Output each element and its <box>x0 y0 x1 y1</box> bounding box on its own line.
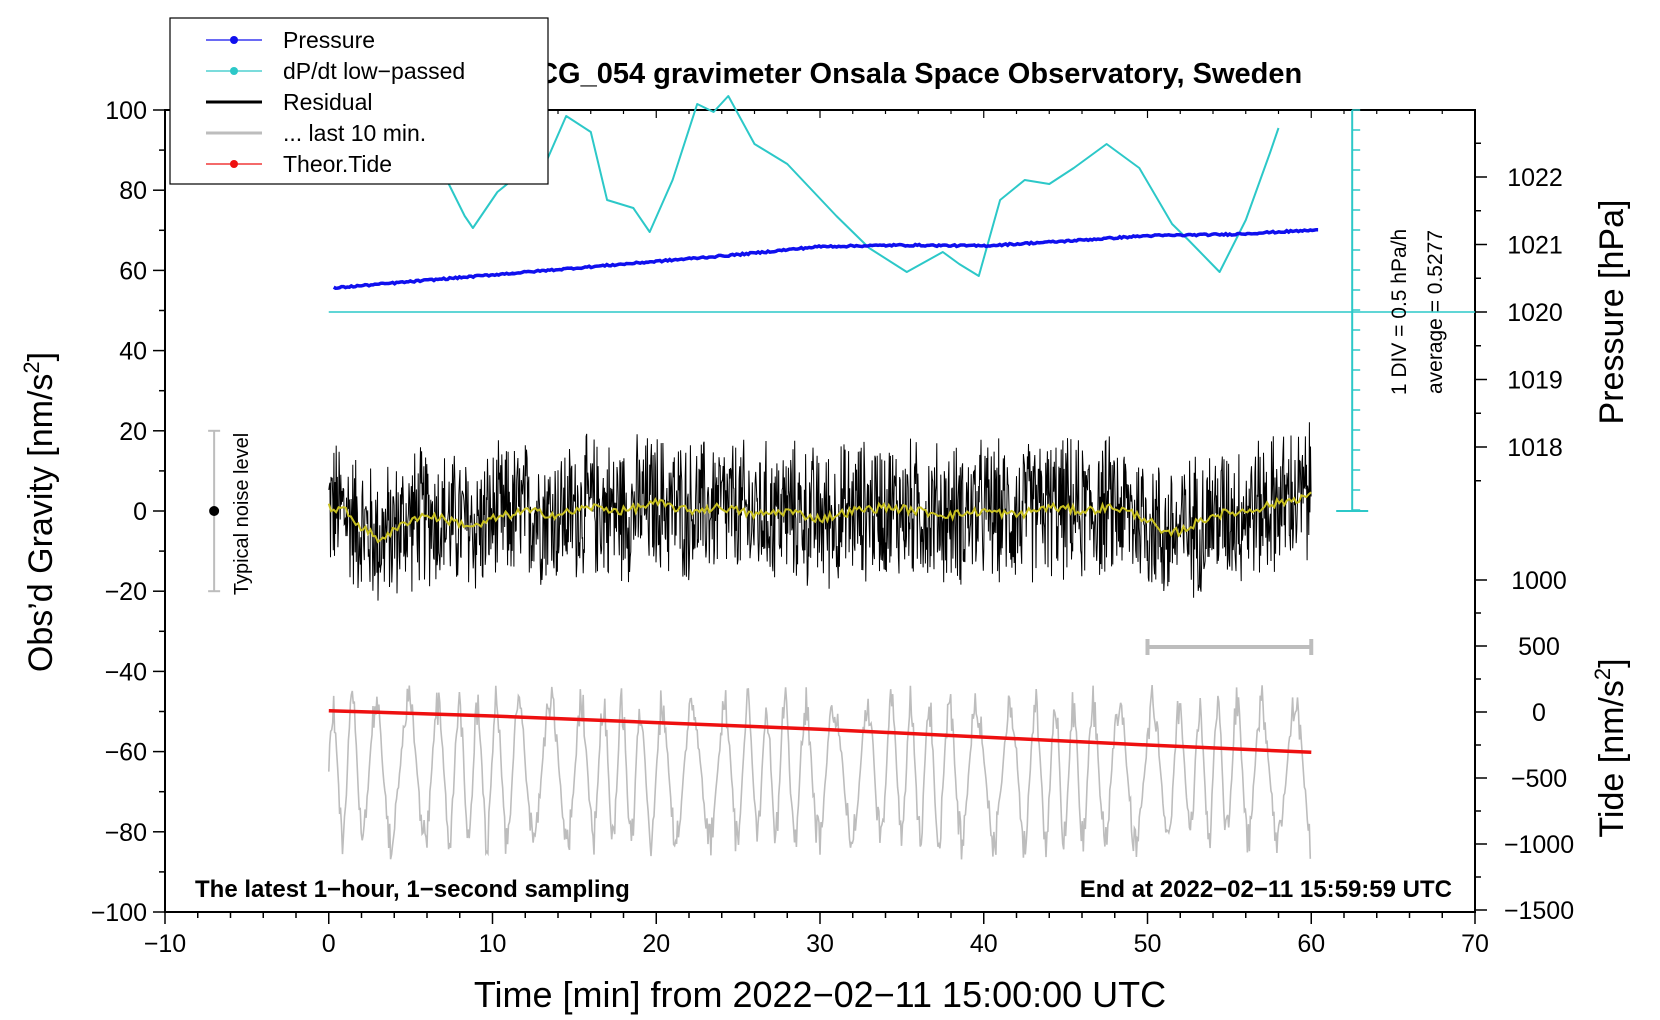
y-left-tick-label: −80 <box>105 819 147 847</box>
x-tick-label: 50 <box>1134 930 1162 958</box>
legend-label: Pressure <box>283 27 375 53</box>
legend-item: Residual <box>206 89 373 115</box>
y-left-tick-label: 100 <box>105 97 147 125</box>
tide-tick-label: −1000 <box>1504 831 1574 859</box>
pressure-tick-label: 1022 <box>1507 164 1563 192</box>
legend-label: Residual <box>283 89 373 115</box>
x-tick-label: 10 <box>479 930 507 958</box>
y-left-tick-label: 20 <box>119 418 147 446</box>
y-left-tick-label: −100 <box>91 899 147 927</box>
legend-marker <box>230 36 238 44</box>
x-tick-label: 20 <box>642 930 670 958</box>
div-scale-label: 1 DIV = 0.5 hPa/h <box>1388 229 1411 395</box>
pressure-axis-label: Pressure [hPa] <box>1593 200 1631 425</box>
last10-line <box>328 685 1312 860</box>
y-left-tick-label: 60 <box>119 257 147 285</box>
legend-marker <box>230 67 238 75</box>
y-left-axis: 100 80 60 40 20 0 −20 −40 −60 −80 −100 <box>91 97 165 927</box>
residual-line <box>328 422 1312 601</box>
pressure-axis: 1022 1021 1020 1019 1018 <box>1475 142 1563 482</box>
tide-tick-label: 500 <box>1518 633 1560 661</box>
tide-tick-label: 1000 <box>1511 567 1567 595</box>
bottom-left-note: The latest 1−hour, 1−second sampling <box>195 876 630 903</box>
legend-item: dP/dt low−passed <box>206 58 465 84</box>
x-tick-label: 40 <box>970 930 998 958</box>
y-left-tick-label: 40 <box>119 338 147 366</box>
chart-title: SCG_054 gravimeter Onsala Space Observat… <box>518 58 1302 90</box>
y-left-tick-label: −40 <box>105 658 147 686</box>
y-left-tick-label: 0 <box>133 498 147 526</box>
x-tick-label: 30 <box>806 930 834 958</box>
noise-level-label: Typical noise level <box>231 433 253 595</box>
bottom-right-note: End at 2022−02−11 15:59:59 UTC <box>1080 876 1452 903</box>
x-tick-label: −10 <box>144 930 186 958</box>
y-left-tick-label: −20 <box>105 578 147 606</box>
y-left-axis-label: Obs’d Gravity [nm/s2] <box>19 352 60 672</box>
tide-tick-label: 0 <box>1532 699 1546 727</box>
legend-label: dP/dt low−passed <box>283 58 465 84</box>
legend-item: ... last 10 min. <box>206 120 426 146</box>
legend-label: Theor.Tide <box>283 151 392 177</box>
y-left-label-sup: 2 <box>19 361 44 373</box>
x-tick-label: 0 <box>322 930 336 958</box>
pressure-tick-label: 1021 <box>1507 232 1563 260</box>
residual-filtered-line <box>327 491 1312 544</box>
pressure-tick-label: 1020 <box>1507 299 1563 327</box>
legend-item: Pressure <box>206 27 375 53</box>
noise-level-indicator <box>208 429 221 593</box>
dpdt-line <box>360 95 1280 277</box>
pressure-tick-label: 1018 <box>1507 434 1563 462</box>
tide-label-main: Tide [nm/s <box>1593 680 1631 837</box>
y-left-tick-label: −60 <box>105 739 147 767</box>
y-left-label-main: Obs’d Gravity [nm/s <box>22 374 60 673</box>
y-left-tick-label: 80 <box>119 177 147 205</box>
pressure-line <box>332 227 1319 290</box>
pressure-tick-label: 1019 <box>1507 367 1563 395</box>
average-label: average = 0.5277 <box>1424 230 1447 394</box>
tide-tick-label: −1500 <box>1504 897 1574 925</box>
x-tick-label: 60 <box>1297 930 1325 958</box>
tide-label-sup: 2 <box>1590 668 1615 680</box>
legend-label: ... last 10 min. <box>283 120 426 146</box>
tide-axis-label: Tide [nm/s2] <box>1590 658 1631 837</box>
tide-line <box>328 708 1312 755</box>
legend-item: Theor.Tide <box>206 151 392 177</box>
x-tick-label: 70 <box>1461 930 1489 958</box>
legend-marker <box>230 160 238 168</box>
tide-axis: 1000 500 0 −500 −1000 −1500 <box>1475 567 1574 925</box>
series-group <box>327 95 1319 860</box>
x-axis-label: Time [min] from 2022−02−11 15:00:00 UTC <box>474 974 1166 1015</box>
y-left-label-end: ] <box>22 352 60 361</box>
noise-center-dot <box>209 506 220 516</box>
tide-tick-label: −500 <box>1511 765 1567 793</box>
tide-label-end: ] <box>1593 658 1631 667</box>
dpdt-scale-bar <box>328 109 1475 512</box>
legend: Pressure dP/dt low−passed Residual ... last… <box>169 17 549 185</box>
